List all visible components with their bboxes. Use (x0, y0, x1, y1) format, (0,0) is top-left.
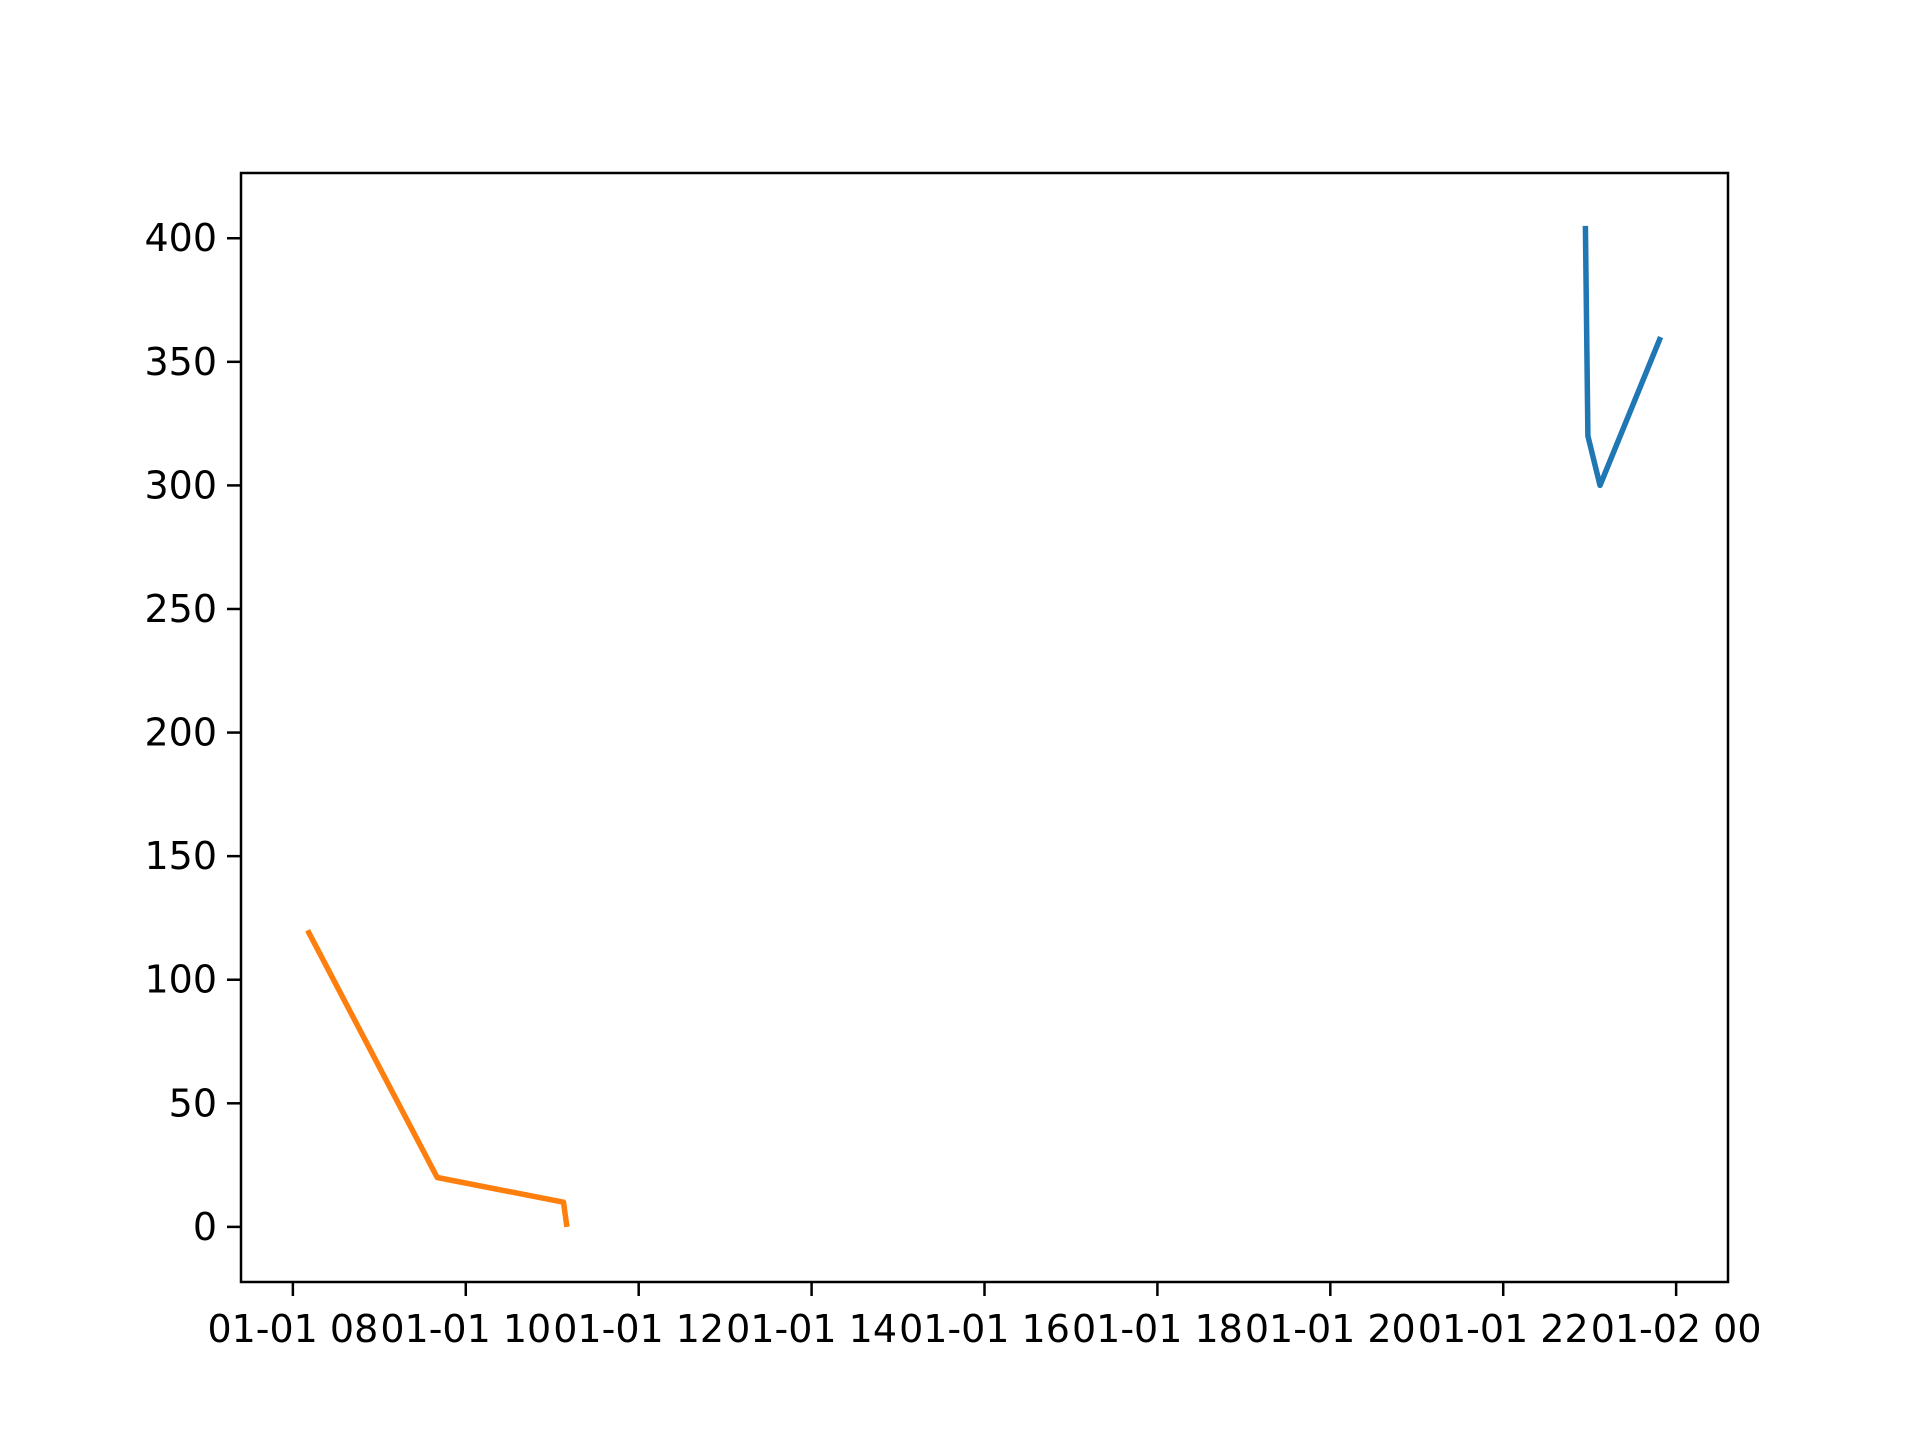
x-tick-label: 01-01 16 (899, 1307, 1070, 1351)
line-series-orange (305, 929, 570, 1228)
line-series-blue (1582, 225, 1664, 489)
y-tick-label: 250 (144, 587, 217, 631)
y-tick-label: 50 (169, 1081, 217, 1125)
y-tick-label: 100 (144, 958, 217, 1002)
x-tick-label: 01-01 18 (1072, 1307, 1243, 1351)
y-tick-label: 400 (144, 216, 217, 260)
x-tick-label: 01-01 08 (207, 1307, 378, 1351)
x-tick-label: 01-01 20 (1245, 1307, 1416, 1351)
y-tick-label: 300 (144, 463, 217, 507)
y-tick-label: 0 (193, 1205, 217, 1249)
x-tick-label: 01-01 22 (1418, 1307, 1589, 1351)
y-tick-label: 350 (144, 340, 217, 384)
x-tick-label: 01-01 10 (380, 1307, 551, 1351)
x-tick-label: 01-02 00 (1591, 1307, 1762, 1351)
x-tick-label: 01-01 14 (726, 1307, 897, 1351)
y-tick-label: 150 (144, 834, 217, 878)
plot-border (239, 171, 1730, 1284)
y-tick-label: 200 (144, 711, 217, 755)
x-tick-label: 01-01 12 (553, 1307, 724, 1351)
